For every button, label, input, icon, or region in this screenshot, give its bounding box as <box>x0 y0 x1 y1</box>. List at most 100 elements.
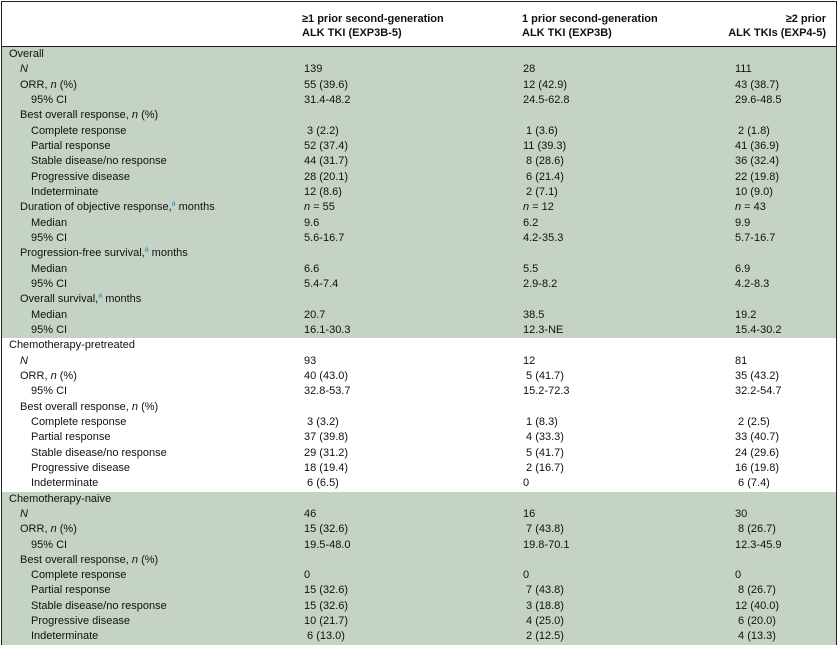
row-label-text: Best overall response, n (%) <box>20 553 159 566</box>
cell-value-col3: 4 (13.3) <box>735 630 776 643</box>
footnote-marker: a <box>144 246 149 254</box>
row-label-text: 95% CI <box>31 277 68 290</box>
cell-value-col2: 2.9-8.2 <box>523 277 558 290</box>
table-row: Indeterminate 6 (13.0) 2 (12.5) 4 (13.3) <box>2 629 836 645</box>
row-label: N <box>20 354 28 369</box>
row-label-text: Progression-free survival, <box>20 247 145 260</box>
row-label-text: Best overall response, n (%) <box>20 109 159 122</box>
row-label: 95% CI <box>31 323 67 338</box>
column-header-2-line2: ALK TKI (EXP3B) <box>522 27 612 39</box>
cell-value-col3: 81 <box>735 354 748 367</box>
row-label-text: Complete response <box>31 569 127 582</box>
row-label: Indeterminate <box>31 476 98 491</box>
row-label: Stable disease/no response <box>31 599 167 614</box>
cell-value-col2: 5.5 <box>523 262 539 275</box>
row-label-text: N <box>20 354 28 367</box>
cell-value-col2: 6 (21.4) <box>523 170 564 183</box>
cell-value-col3: 5.7-16.7 <box>735 231 776 244</box>
row-label: 95% CI <box>31 93 67 108</box>
table-row: ORR, n (%) 55 (39.6) 12 (42.9) 43 (38.7) <box>2 77 836 93</box>
cell-value-col3: 8 (26.7) <box>735 523 776 536</box>
cell-value-col1: 16.1-30.3 <box>304 323 351 336</box>
row-label-text: ORR, n (%) <box>20 523 77 536</box>
row-label-text: Median <box>31 262 68 275</box>
row-label-text: 95% CI <box>31 538 68 551</box>
row-label-text: Stable disease/no response <box>31 446 167 459</box>
cell-value-col3: 12 (40.0) <box>735 599 780 612</box>
cell-value-col3: 12.3-45.9 <box>735 538 782 551</box>
row-label: Stable disease/no response <box>31 154 167 169</box>
cell-value-col3: 16 (19.8) <box>735 461 780 474</box>
row-label: N <box>20 62 28 77</box>
cell-value-col1: 6.6 <box>304 262 320 275</box>
row-label-text: Median <box>31 216 68 229</box>
row-label-text: Stable disease/no response <box>31 155 167 168</box>
cell-value-col3: 9.9 <box>735 216 751 229</box>
row-label: ORR, n (%) <box>20 78 77 93</box>
table-row: N 46 16 30 <box>2 506 836 523</box>
cell-value-col1: 15 (32.6) <box>304 599 349 612</box>
cell-value-col2: 5 (41.7) <box>523 369 564 382</box>
cell-value-col3: 29.6-48.5 <box>735 93 782 106</box>
table-row: 95% CI 16.1-30.3 12.3-NE 15.4-30.2 <box>2 322 836 339</box>
row-label-text: 95% CI <box>31 323 68 336</box>
cell-value-col1: 37 (39.8) <box>304 431 349 444</box>
row-label: Best overall response, n (%) <box>20 553 158 568</box>
cell-value-col3: 4.2-8.3 <box>735 277 770 290</box>
row-label-text: Indeterminate <box>31 477 99 490</box>
table-body: Overall N 139 28 111 ORR, n (%) 55 (39.6) 12 (4… <box>2 47 836 645</box>
row-label-text: Partial response <box>31 139 111 152</box>
cell-value-col2: 24.5-62.8 <box>523 93 570 106</box>
cell-value-col1: 5.6-16.7 <box>304 231 345 244</box>
row-label: 95% CI <box>31 231 67 246</box>
row-label-text: Progressive disease <box>31 615 131 628</box>
row-label-text: Indeterminate <box>31 185 99 198</box>
table-row: Partial response 52 (37.4) 11 (39.3) 41 (36… <box>2 138 836 155</box>
row-label: Stable disease/no response <box>31 446 167 461</box>
column-header-3: ≥2 prior ALK TKIs (EXP4-5) <box>728 12 826 40</box>
table-row: Partial response 37 (39.8) 4 (33.3) 33 (40… <box>2 430 836 446</box>
row-label-text: Overall survival, <box>20 293 99 306</box>
cell-value-col2: 19.8-70.1 <box>523 538 570 551</box>
section-title: Overall <box>9 48 44 60</box>
cell-value-col3: 35 (43.2) <box>735 369 780 382</box>
cell-value-col2: 0 <box>523 569 530 582</box>
cell-value-col3: 36 (32.4) <box>735 155 780 168</box>
row-label: Indeterminate <box>31 185 98 200</box>
table-row: 95% CI 5.4-7.4 2.9-8.2 4.2-8.3 <box>2 276 836 293</box>
row-label: 95% CI <box>31 277 67 292</box>
cell-value-col3: 0 <box>735 569 742 582</box>
row-label-text: 95% CI <box>31 385 68 398</box>
table-row: ORR, n (%) 15 (32.6) 7 (43.8) 8 (26.7) <box>2 522 836 538</box>
cell-value-col1: 15 (32.6) <box>304 584 349 597</box>
table-row: Complete response 0 0 0 <box>2 568 836 584</box>
row-label-suffix: months <box>175 201 215 214</box>
cell-value-col1: 5.4-7.4 <box>304 277 339 290</box>
cell-value-col2: 4.2-35.3 <box>523 231 564 244</box>
row-label-text: Median <box>31 308 68 321</box>
cell-value-col3: 43 (38.7) <box>735 78 780 91</box>
cell-value-col2: 5 (41.7) <box>523 446 564 459</box>
cell-value-col3: 19.2 <box>735 308 757 321</box>
cell-value-col3: 15.4-30.2 <box>735 323 782 336</box>
cell-value-col1: 55 (39.6) <box>304 78 349 91</box>
cell-value-col3: 6 (7.4) <box>735 477 770 490</box>
row-label-text: Progressive disease <box>31 461 131 474</box>
table-row: Progressive disease 10 (21.7) 4 (25.0) 6 … <box>2 614 836 630</box>
row-label: Best overall response, n (%) <box>20 400 158 415</box>
footnote-marker: a <box>171 200 176 208</box>
table-row: Progressive disease 28 (20.1) 6 (21.4) 22 … <box>2 169 836 185</box>
column-header-1-line1: ≥1 prior second-generation <box>302 13 444 25</box>
cell-value-col2: 12.3-NE <box>523 323 564 336</box>
table-row: 95% CI 32.8-53.7 15.2-72.3 32.2-54.7 <box>2 384 836 400</box>
cell-value-col3: 6.9 <box>735 262 751 275</box>
table-row: Partial response 15 (32.6) 7 (43.8) 8 (26… <box>2 583 836 599</box>
row-label: Indeterminate <box>31 629 98 644</box>
cell-value-col1: 31.4-48.2 <box>304 93 351 106</box>
table-row: 95% CI 31.4-48.2 24.5-62.8 29.6-48.5 <box>2 92 836 109</box>
footnote-marker: a <box>98 292 103 300</box>
cell-value-col1: 44 (31.7) <box>304 155 349 168</box>
row-label-text: 95% CI <box>31 93 68 106</box>
cell-value-col2: 8 (28.6) <box>523 155 564 168</box>
cell-value-col2: 11 (39.3) <box>523 139 567 152</box>
